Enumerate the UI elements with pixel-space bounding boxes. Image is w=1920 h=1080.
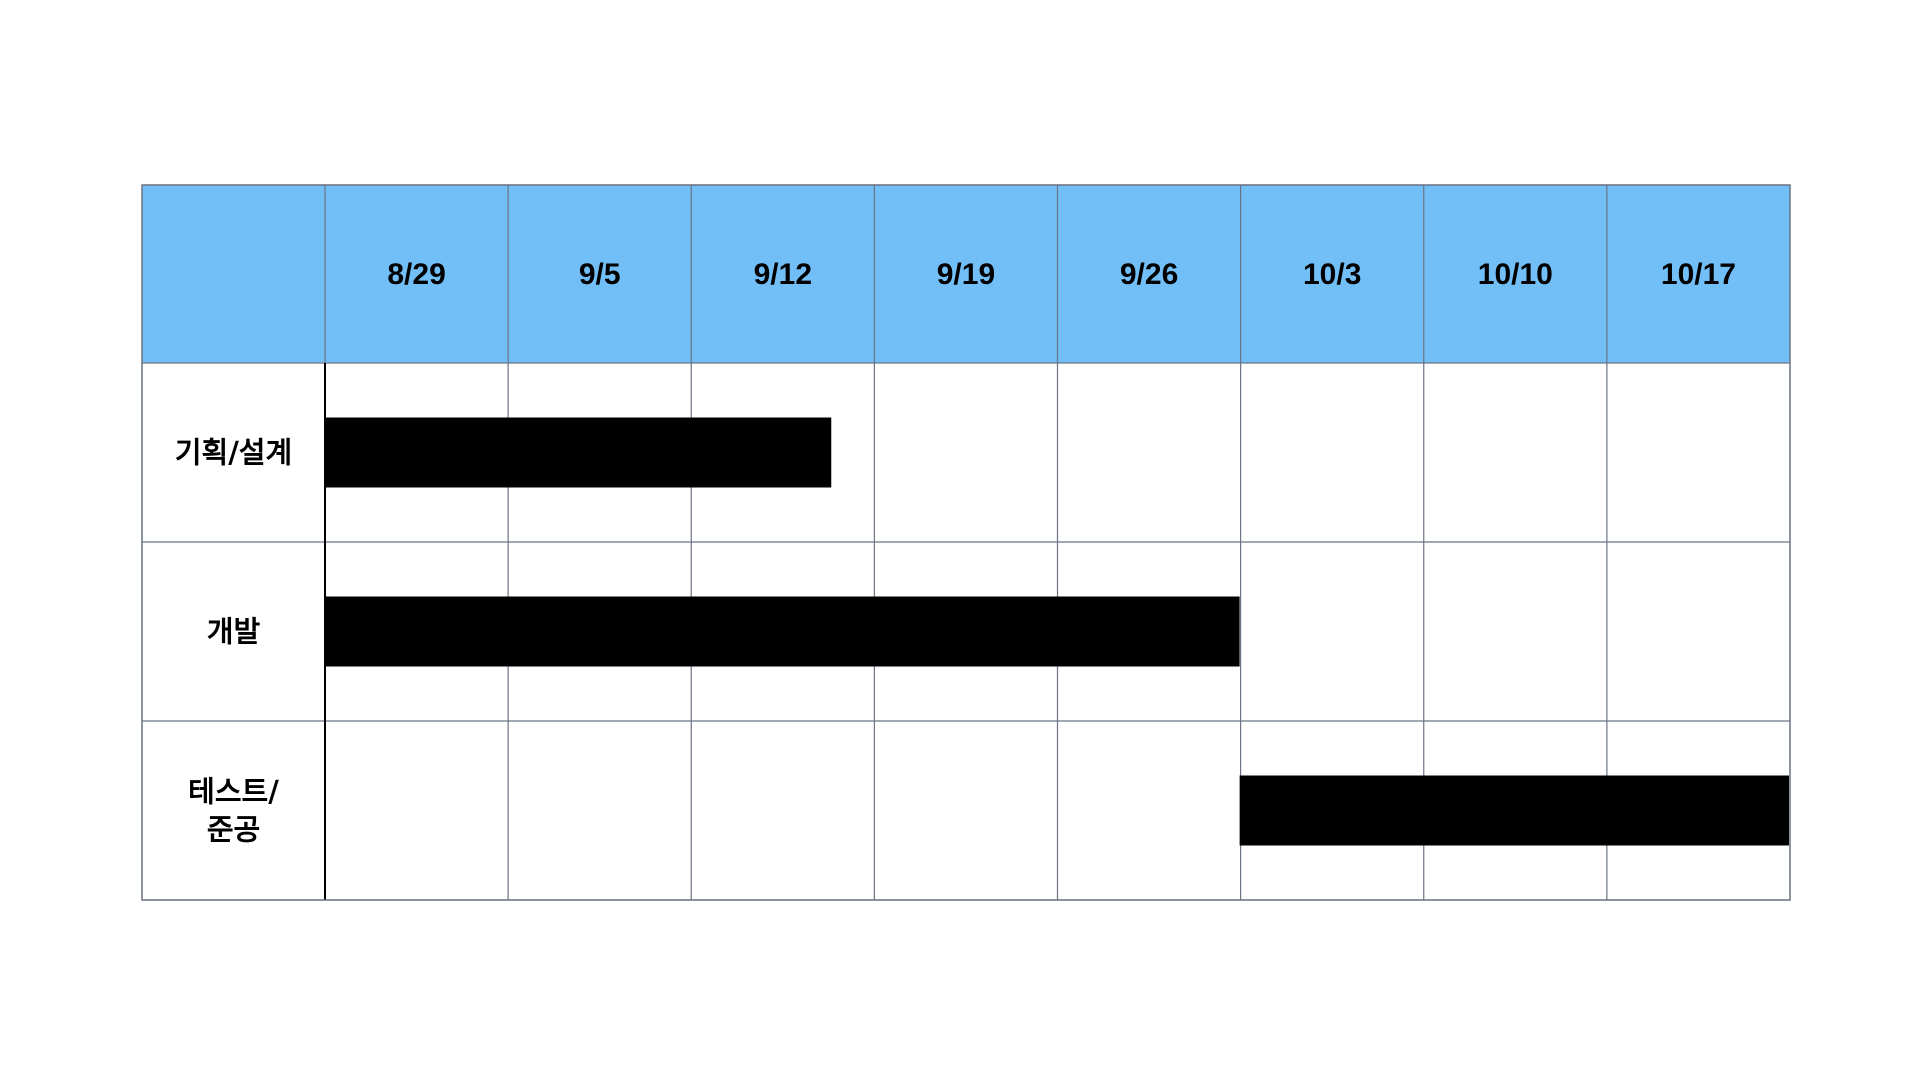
task-label: 기획/설계 bbox=[175, 436, 292, 470]
task-bar bbox=[324, 596, 1240, 667]
column-header-label: 9/19 bbox=[937, 258, 995, 291]
column-header-label: 9/26 bbox=[1120, 258, 1178, 291]
task-label: 테스트/ bbox=[188, 775, 279, 809]
header-background bbox=[142, 185, 1790, 363]
column-header-label: 8/29 bbox=[387, 258, 445, 291]
column-header-label: 10/17 bbox=[1661, 258, 1736, 291]
task-label: 개발 bbox=[207, 615, 261, 649]
column-header-label: 10/3 bbox=[1303, 258, 1361, 291]
column-header-label: 9/12 bbox=[754, 258, 812, 291]
task-label: 준공 bbox=[207, 813, 260, 847]
task-bar bbox=[1239, 775, 1789, 846]
task-bar bbox=[324, 417, 832, 488]
column-header-label: 10/10 bbox=[1478, 258, 1553, 291]
chart-border bbox=[141, 184, 1791, 901]
column-header-label: 9/5 bbox=[579, 258, 621, 291]
